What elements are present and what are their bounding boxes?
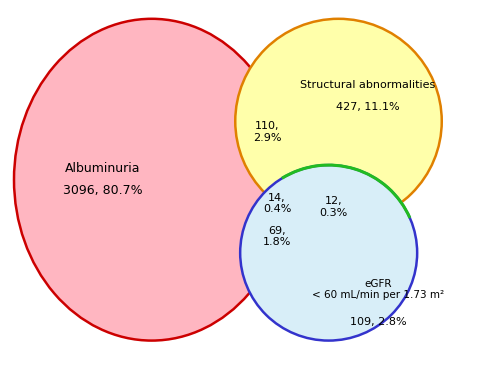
Text: Albuminuria: Albuminuria xyxy=(65,162,140,175)
Text: 12,
0.3%: 12, 0.3% xyxy=(320,196,347,218)
Ellipse shape xyxy=(14,19,289,341)
Text: Structural abnormalities: Structural abnormalities xyxy=(300,80,436,90)
Ellipse shape xyxy=(240,165,417,341)
Text: 14,
0.4%: 14, 0.4% xyxy=(263,193,291,214)
Ellipse shape xyxy=(236,19,442,224)
Text: 427, 11.1%: 427, 11.1% xyxy=(336,102,400,111)
Text: 110,
2.9%: 110, 2.9% xyxy=(253,121,282,143)
Text: eGFR
< 60 mL/min per 1.73 m²: eGFR < 60 mL/min per 1.73 m² xyxy=(312,279,444,300)
Text: 109, 2.8%: 109, 2.8% xyxy=(350,317,406,327)
Text: 3096, 80.7%: 3096, 80.7% xyxy=(62,184,142,197)
Text: 69,
1.8%: 69, 1.8% xyxy=(263,226,291,247)
